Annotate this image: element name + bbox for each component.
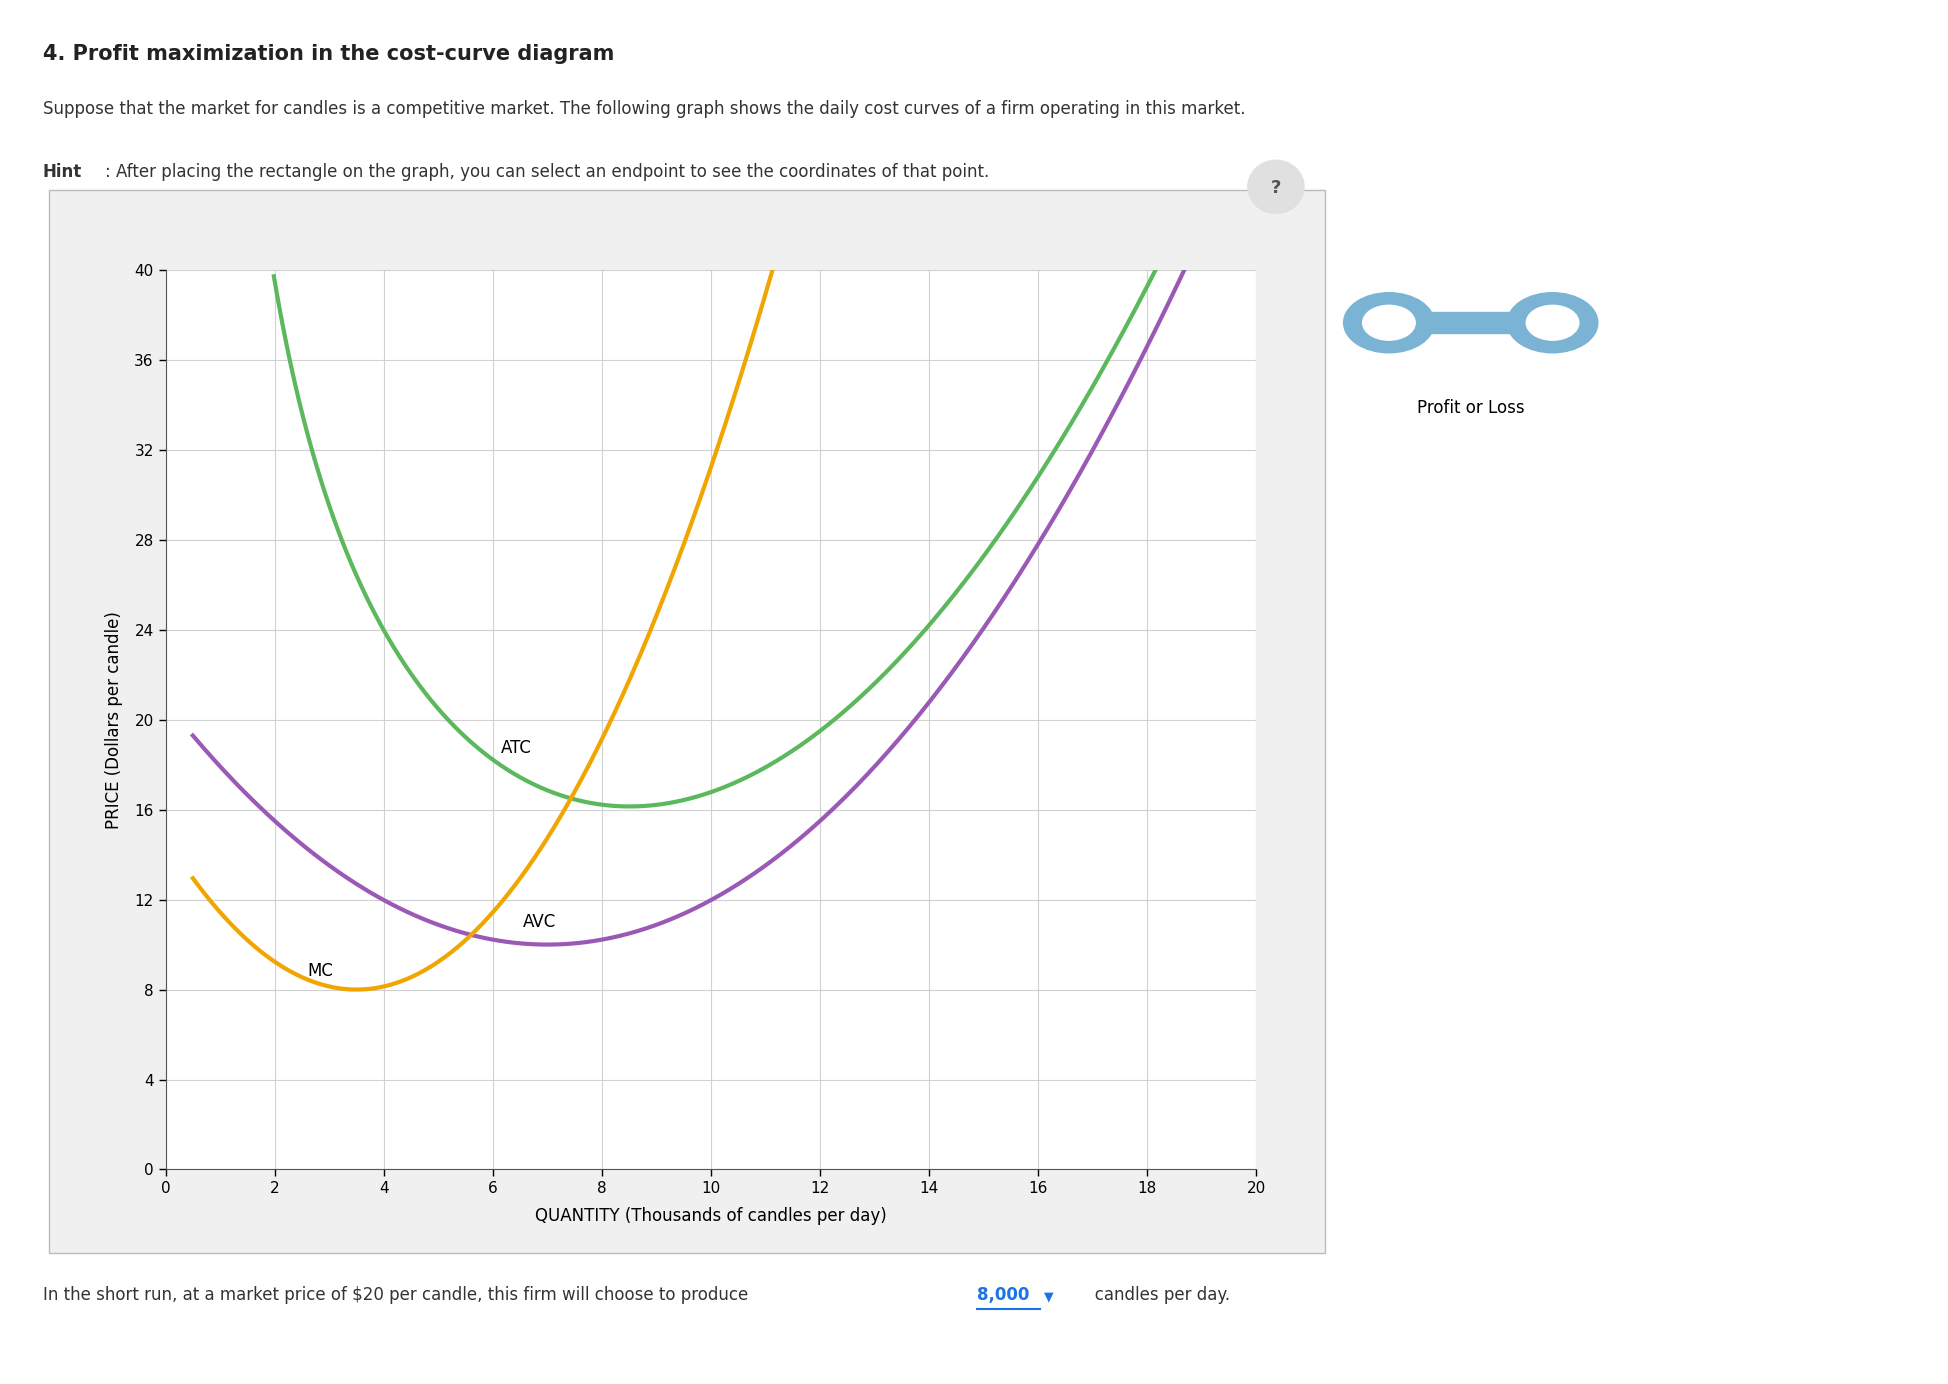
Text: In the short run, at a market price of $20 per candle, this firm will choose to : In the short run, at a market price of $… [43,1286,754,1304]
Circle shape [1527,306,1580,340]
Circle shape [1249,161,1303,213]
Text: ATC: ATC [501,739,532,757]
Text: 4. Profit maximization in the cost-curve diagram: 4. Profit maximization in the cost-curve… [43,44,614,64]
Text: MC: MC [308,962,333,980]
Text: : After placing the rectangle on the graph, you can select an endpoint to see th: : After placing the rectangle on the gra… [105,163,990,181]
Circle shape [1344,292,1434,353]
Y-axis label: PRICE (Dollars per candle): PRICE (Dollars per candle) [105,610,123,829]
Text: Hint: Hint [43,163,82,181]
Text: AVC: AVC [522,912,555,930]
Text: ▼: ▼ [1044,1291,1054,1304]
Text: Profit or Loss: Profit or Loss [1416,399,1525,417]
Bar [1389,311,1553,334]
Text: ?: ? [1270,179,1282,197]
X-axis label: QUANTITY (Thousands of candles per day): QUANTITY (Thousands of candles per day) [536,1207,886,1225]
Text: candles per day.: candles per day. [1079,1286,1229,1304]
Circle shape [1508,292,1597,353]
Text: 8,000: 8,000 [978,1286,1029,1304]
Text: Suppose that the market for candles is a competitive market. The following graph: Suppose that the market for candles is a… [43,100,1245,118]
Circle shape [1364,306,1416,340]
